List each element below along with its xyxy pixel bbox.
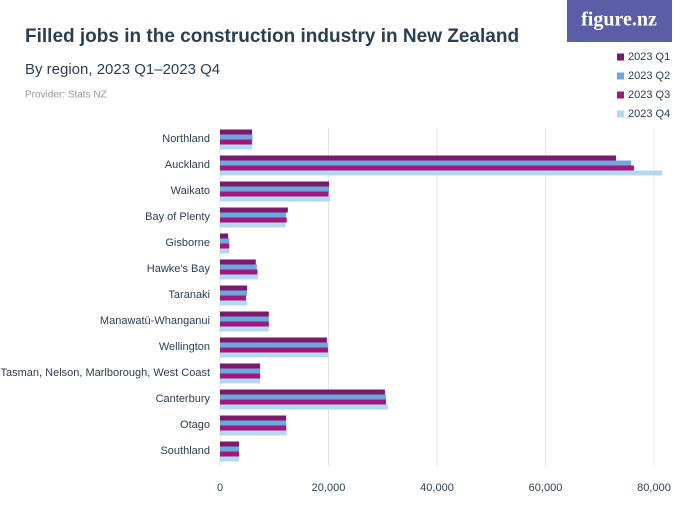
bar [220,368,261,374]
bar [220,285,248,291]
bar [220,425,287,431]
bar [220,420,287,426]
legend-swatch [617,110,624,118]
legend-swatch [617,53,624,61]
bar [220,129,253,135]
legend-swatch [617,91,624,99]
bar [220,389,385,395]
bar [220,233,229,239]
bar [220,144,253,150]
x-tick-label: 80,000 [637,482,671,494]
bar [220,378,261,384]
y-tick-label: Southland [160,445,210,457]
legend-label: 2023 Q4 [628,108,670,120]
bar [220,456,239,462]
bar [220,222,286,228]
y-tick-label: Waikato [171,185,210,197]
bar [220,295,247,301]
bar [220,248,230,254]
y-tick-label: Tasman, Nelson, Marlborough, West Coast [1,367,211,379]
bar [220,134,253,140]
y-tick-label: Otago [180,419,210,431]
x-tick-label: 40,000 [420,482,454,494]
y-tick-label: Manawatū-Whanganui [100,315,210,327]
bar [220,337,327,343]
y-tick-label: Wellington [159,341,210,353]
bar [220,217,287,223]
source: Provider: Stats NZ [25,90,107,101]
legend-label: 2023 Q1 [628,51,670,63]
bar [220,264,257,270]
bar [220,155,617,161]
bar [220,165,634,171]
logo: figure.nz [581,9,657,31]
bar [220,170,663,176]
bar [220,212,287,218]
bar [220,290,248,296]
legend-label: 2023 Q2 [628,70,670,82]
bar [220,316,269,322]
x-tick-label: 60,000 [529,482,563,494]
y-tick-label: Taranaki [168,289,210,301]
bar [220,446,239,452]
logo-box [567,0,672,42]
chart-title: Filled jobs in the construction industry… [25,26,519,47]
bar [220,181,330,187]
bar [220,139,253,145]
bar [220,207,288,213]
bar [220,269,258,275]
bar [220,321,269,327]
y-tick-label: Gisborne [165,237,210,249]
bar [220,238,230,244]
y-tick-label: Canterbury [156,393,211,405]
bar [220,373,261,379]
bar [220,300,248,306]
x-tick-label: 20,000 [312,482,346,494]
y-tick-label: Hawke's Bay [147,263,211,275]
bar [220,430,287,436]
bar [220,311,269,317]
bar [220,404,389,410]
bar [220,347,328,353]
y-tick-label: Northland [162,133,210,145]
bar [220,342,328,348]
bar [220,243,230,249]
bar [220,352,329,358]
x-tick-label: 0 [217,482,223,494]
bar [220,160,632,166]
bar [220,326,269,332]
y-tick-label: Auckland [165,159,210,171]
bar [220,451,239,457]
bar [220,441,239,447]
legend-swatch [617,72,624,80]
chart-subtitle: By region, 2023 Q1–2023 Q4 [25,61,220,78]
bar [220,259,256,265]
bar [220,415,287,421]
y-tick-label: Bay of Plenty [145,211,210,223]
bar [220,394,387,400]
legend-label: 2023 Q3 [628,89,670,101]
bar [220,186,330,192]
bar [220,399,387,405]
bar [220,363,261,369]
bar [220,191,329,197]
bar [220,274,258,280]
bar [220,196,331,202]
